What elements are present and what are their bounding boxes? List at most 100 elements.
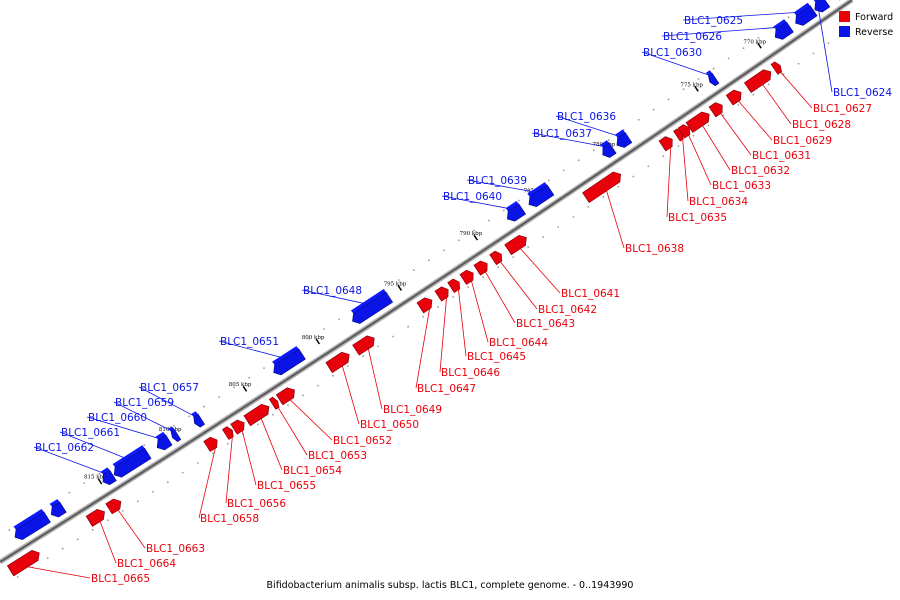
gene-arrow-top	[793, 2, 811, 16]
gene-arrow-body	[230, 419, 245, 435]
gene-arrow-body	[156, 434, 173, 451]
gene-label: BLC1_0661	[61, 427, 120, 439]
label-leader-line	[368, 349, 383, 410]
backbone-dot	[472, 229, 475, 232]
gene-arrow-unlabeled-body	[14, 511, 51, 541]
label-leader-line	[702, 125, 731, 171]
label-leader-line	[688, 135, 712, 186]
backbone-dot	[592, 149, 595, 152]
gene-arrow	[191, 411, 206, 428]
label-leader-line	[277, 407, 308, 456]
gene-arrow	[685, 111, 710, 133]
gene-arrow-body	[743, 69, 772, 94]
gene-arrow-top	[112, 445, 145, 468]
gene-arrow	[677, 124, 691, 139]
gene-label: BLC1_0641	[561, 288, 620, 300]
scale-tick-label: 790 kbp	[460, 231, 483, 237]
scale-tick-label: 815 kbp	[84, 475, 107, 481]
label-leader-line	[555, 115, 620, 137]
backbone-dot	[482, 276, 485, 278]
label-leader-line	[33, 446, 105, 474]
gene-label: BLC1_0631	[752, 150, 811, 162]
backbone-dot	[572, 216, 575, 218]
gene-arrow	[221, 426, 234, 440]
backbone-dot	[218, 396, 221, 398]
backbone-dot	[637, 118, 640, 121]
gene-arrow-body	[673, 128, 684, 142]
label-leader-line	[218, 340, 285, 359]
gene-arrow	[325, 351, 350, 374]
label-leader-line	[113, 401, 172, 432]
backbone-dot	[452, 296, 454, 298]
gene-arrow-body	[275, 387, 295, 406]
backbone-dot	[652, 108, 655, 111]
gene-arrow	[773, 19, 794, 40]
gene-arrow	[243, 403, 270, 427]
gene-arrow	[708, 102, 723, 118]
gene-label: BLC1_0640	[443, 191, 502, 203]
gene-label: BLC1_0633	[712, 180, 771, 192]
label-leader-line	[28, 566, 91, 579]
backbone-dot	[347, 365, 349, 367]
genome-backbone	[0, 0, 854, 565]
gene-arrow	[434, 286, 449, 302]
label-leader-line	[241, 430, 257, 486]
gene-label: BLC1_0650	[360, 419, 419, 431]
gene-arrows	[6, 0, 841, 577]
label-leader-line	[531, 132, 605, 147]
backbone-dot	[697, 78, 700, 80]
gene-arrow-unlabeled-body	[50, 501, 67, 518]
backbone-dot	[602, 195, 605, 198]
backbone-dot	[323, 328, 325, 330]
backbone-dot	[787, 16, 790, 19]
scale-tick-mark	[473, 234, 479, 241]
map-caption: Bifidobacterium animalis subsp. lactis B…	[267, 580, 634, 591]
gene-arrow-top	[527, 182, 548, 197]
gene-label: BLC1_0657	[140, 382, 199, 394]
backbone-dots	[8, 6, 845, 578]
backbone-dot	[413, 269, 415, 272]
gene-arrow	[705, 70, 720, 87]
gene-label: BLC1_0665	[91, 573, 150, 585]
gene-label: BLC1_0652	[333, 435, 392, 447]
gene-arrow	[6, 549, 40, 577]
label-leader-line	[458, 289, 467, 357]
backbone-dot	[98, 472, 101, 475]
label-leader-lines	[28, 0, 833, 579]
gene-arrow	[725, 89, 742, 106]
gene-arrow	[268, 396, 280, 410]
gene-label: BLC1_0636	[557, 111, 616, 123]
gene-arrow-body	[528, 184, 555, 208]
label-leader-line	[682, 139, 689, 202]
gene-arrow	[203, 436, 218, 452]
backbone-dot	[302, 394, 304, 397]
backbone-dot	[757, 37, 760, 39]
gene-arrow	[447, 278, 461, 294]
scale-tick-mark	[397, 284, 403, 291]
gene-label: BLC1_0648	[303, 285, 362, 297]
backbone-dot	[542, 236, 545, 239]
gene-arrow	[275, 387, 295, 406]
gene-label: BLC1_0659	[115, 397, 174, 409]
gene-labels: BLC1_0624 BLC1_0625 BLC1_0626 BLC1_0627 BLC1…	[35, 15, 892, 585]
backbone-dot	[722, 114, 725, 117]
gene-arrow-body	[113, 447, 152, 478]
gene-arrow-body	[473, 260, 488, 276]
gene-label: BLC1_0632	[731, 165, 790, 177]
gene-arrow	[582, 171, 622, 204]
backbone-dot	[263, 367, 265, 369]
gene-arrow	[350, 289, 394, 324]
gene-arrow	[100, 467, 117, 486]
gene-arrow-body	[708, 72, 720, 87]
gene-arrow-body	[616, 132, 633, 148]
scale-tick-mark	[315, 338, 321, 345]
gene-label: BLC1_0630	[643, 47, 702, 59]
label-leader-line	[415, 308, 430, 389]
backbone-dot	[188, 415, 191, 418]
label-leader-line	[466, 179, 537, 193]
backbone-dot	[712, 67, 715, 70]
backbone-dot	[248, 376, 251, 379]
gene-arrow	[459, 269, 474, 285]
backbone-dot	[667, 98, 670, 101]
gene-label: BLC1_0624	[833, 87, 892, 99]
